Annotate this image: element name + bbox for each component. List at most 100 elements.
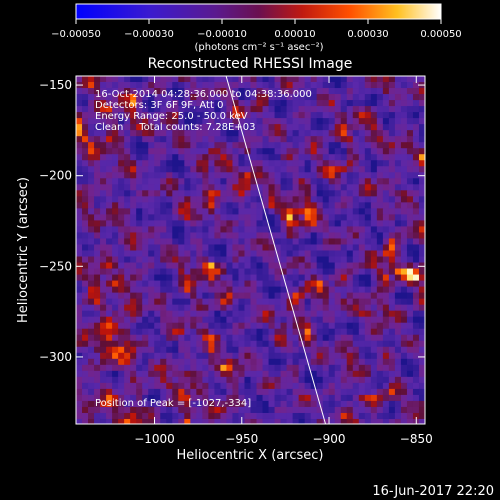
heatmap-cell [382, 118, 390, 125]
heatmap-cell [334, 160, 342, 167]
heatmap-cell [358, 256, 366, 264]
heatmap-cell [400, 148, 408, 155]
heatmap-cell [202, 148, 209, 155]
heatmap-cell [346, 334, 354, 342]
heatmap-cell [208, 76, 215, 83]
heatmap-cell [154, 142, 161, 149]
heatmap-cell [244, 250, 252, 258]
heatmap-cell [394, 418, 402, 424]
heatmap-cell [226, 76, 234, 83]
heatmap-cell [358, 412, 366, 420]
heatmap-cell [226, 286, 234, 294]
heatmap-cell [382, 244, 390, 252]
heatmap-cell [352, 298, 360, 306]
heatmap-cell [190, 292, 197, 300]
heatmap-cell [412, 202, 420, 209]
heatmap-cell [382, 352, 390, 360]
heatmap-cell [196, 148, 203, 155]
heatmap-cell [280, 124, 288, 131]
heatmap-cell [394, 340, 402, 348]
heatmap-cell [100, 292, 107, 300]
heatmap-cell [286, 76, 294, 83]
heatmap-cell [310, 406, 318, 414]
heatmap-cell [124, 172, 131, 179]
heatmap-cell [376, 196, 384, 203]
heatmap-cell [202, 112, 209, 119]
heatmap-cell [394, 292, 402, 300]
heatmap-cell [400, 130, 408, 137]
heatmap-cell [214, 316, 222, 324]
heatmap-cell [100, 112, 107, 119]
heatmap-cell [184, 142, 191, 149]
heatmap-cell [316, 166, 324, 173]
heatmap-cell [160, 304, 167, 312]
heatmap-cell [316, 238, 324, 246]
heatmap-cell [226, 370, 234, 378]
heatmap-cell [82, 376, 89, 384]
heatmap-cell [184, 232, 191, 240]
heatmap-cell [124, 322, 131, 330]
heatmap-cell [190, 202, 197, 209]
heatmap-cell [112, 346, 119, 354]
heatmap-cell [316, 358, 324, 366]
heatmap-cell [112, 388, 119, 396]
heatmap-cell [376, 190, 384, 197]
heatmap-cell [358, 184, 366, 191]
heatmap-cell [280, 328, 288, 336]
heatmap-cell [202, 340, 209, 348]
heatmap-cell [76, 412, 83, 420]
heatmap-cell [382, 418, 390, 424]
heatmap-cell [94, 100, 101, 107]
heatmap-cell [160, 220, 167, 228]
heatmap-cell [82, 214, 89, 222]
heatmap-cell [298, 214, 306, 222]
heatmap-cell [160, 394, 167, 402]
heatmap-cell [112, 256, 119, 264]
heatmap-cell [214, 400, 222, 408]
heatmap-cell [394, 220, 402, 228]
heatmap-cell [166, 412, 173, 420]
heatmap-cell [172, 88, 179, 95]
heatmap-cell [310, 220, 318, 228]
heatmap-cell [280, 160, 288, 167]
heatmap-cell [262, 310, 270, 318]
heatmap-cell [154, 340, 161, 348]
heatmap-cell [124, 118, 131, 125]
heatmap-cell [112, 370, 119, 378]
heatmap-cell [220, 82, 228, 89]
heatmap-cell [142, 256, 149, 264]
heatmap-cell [208, 286, 215, 294]
heatmap-cell [130, 76, 137, 83]
heatmap-cell [142, 118, 149, 125]
heatmap-cell [256, 358, 264, 366]
heatmap-cell [334, 388, 342, 396]
heatmap-cell [154, 226, 161, 234]
heatmap-cell [148, 124, 155, 131]
heatmap-cell [334, 244, 342, 252]
heatmap-cell [196, 334, 203, 342]
heatmap-cell [358, 334, 366, 342]
heatmap-cell [298, 226, 306, 234]
heatmap-cell [310, 190, 318, 197]
heatmap-cell [376, 304, 384, 312]
heatmap-cell [244, 268, 252, 276]
heatmap-cell [244, 256, 252, 264]
heatmap-cell [160, 130, 167, 137]
heatmap-cell [322, 124, 330, 131]
heatmap-cell [274, 328, 282, 336]
heatmap-cell [148, 196, 155, 203]
heatmap-cell [352, 376, 360, 384]
heatmap-cell [346, 412, 354, 420]
heatmap-cell [112, 160, 119, 167]
heatmap-cell [106, 358, 113, 366]
heatmap-cell [364, 178, 372, 185]
heatmap-cell [220, 304, 228, 312]
heatmap-cell [268, 94, 276, 101]
heatmap-cell [118, 238, 125, 246]
heatmap-cell [268, 316, 276, 324]
heatmap-cell [172, 148, 179, 155]
heatmap-cell [316, 298, 324, 306]
heatmap-cell [100, 88, 107, 95]
heatmap-cell [400, 100, 408, 107]
heatmap-cell [388, 124, 396, 131]
